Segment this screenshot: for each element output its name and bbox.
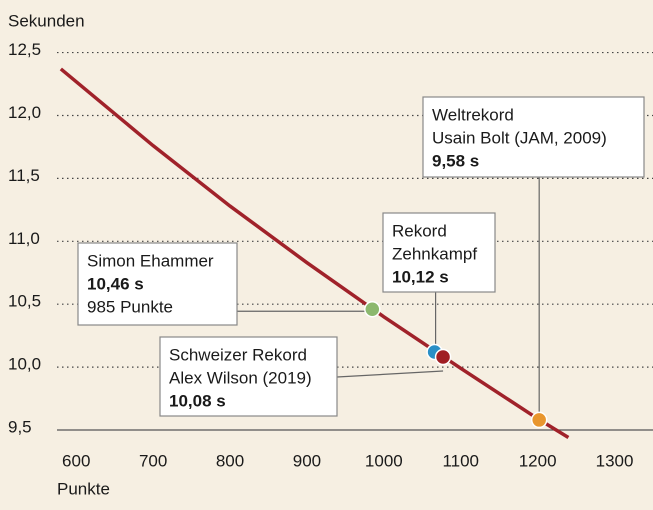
x-axis-label: Punkte — [57, 479, 110, 498]
annotation-title: Simon Ehammer — [87, 251, 214, 270]
y-tick-label: 11,0 — [8, 229, 40, 248]
value-label: 10,08 s — [169, 391, 226, 410]
annotation-box — [77, 242, 238, 326]
value-label: 10,12 s — [392, 267, 449, 286]
annotation-box — [159, 336, 338, 417]
annotation-title: Usain Bolt (JAM, 2009) — [432, 128, 607, 147]
annotation-box — [422, 96, 645, 178]
data-point — [434, 348, 452, 366]
x-tick-label: 1100 — [442, 451, 479, 470]
x-value-label: 985 Punkte — [87, 297, 173, 316]
y-tick-label: 12,0 — [8, 103, 41, 122]
annotation-title: Alex Wilson (2019) — [169, 368, 312, 387]
data-point — [530, 411, 548, 429]
value-label: 10,46 s — [87, 274, 144, 293]
y-tick-label: 9,5 — [8, 417, 32, 436]
x-tick-label: 1300 — [596, 451, 634, 470]
data-point — [364, 300, 381, 318]
x-tick-label: 1000 — [365, 451, 403, 470]
x-tick-label: 900 — [293, 451, 321, 470]
y-tick-label: 10,5 — [8, 292, 41, 311]
annotation-title: Schweizer Rekord — [169, 345, 307, 364]
annotation-title: Rekord — [392, 221, 447, 240]
annotation-box — [382, 212, 496, 293]
annotation-title: Zehnkampf — [392, 244, 477, 263]
annotation-title: Weltrekord — [432, 105, 514, 124]
x-tick-label: 1200 — [519, 451, 557, 470]
y-axis-label: Sekunden — [8, 11, 85, 30]
y-tick-label: 10,0 — [8, 355, 41, 374]
y-tick-label: 12,5 — [8, 40, 41, 59]
x-tick-label: 700 — [139, 451, 167, 470]
x-tick-label: 600 — [62, 451, 90, 470]
data-line — [59, 67, 570, 440]
value-label: 9,58 s — [432, 151, 479, 170]
connector — [336, 370, 444, 378]
y-tick-label: 11,5 — [8, 166, 40, 185]
x-tick-label: 800 — [216, 451, 244, 470]
